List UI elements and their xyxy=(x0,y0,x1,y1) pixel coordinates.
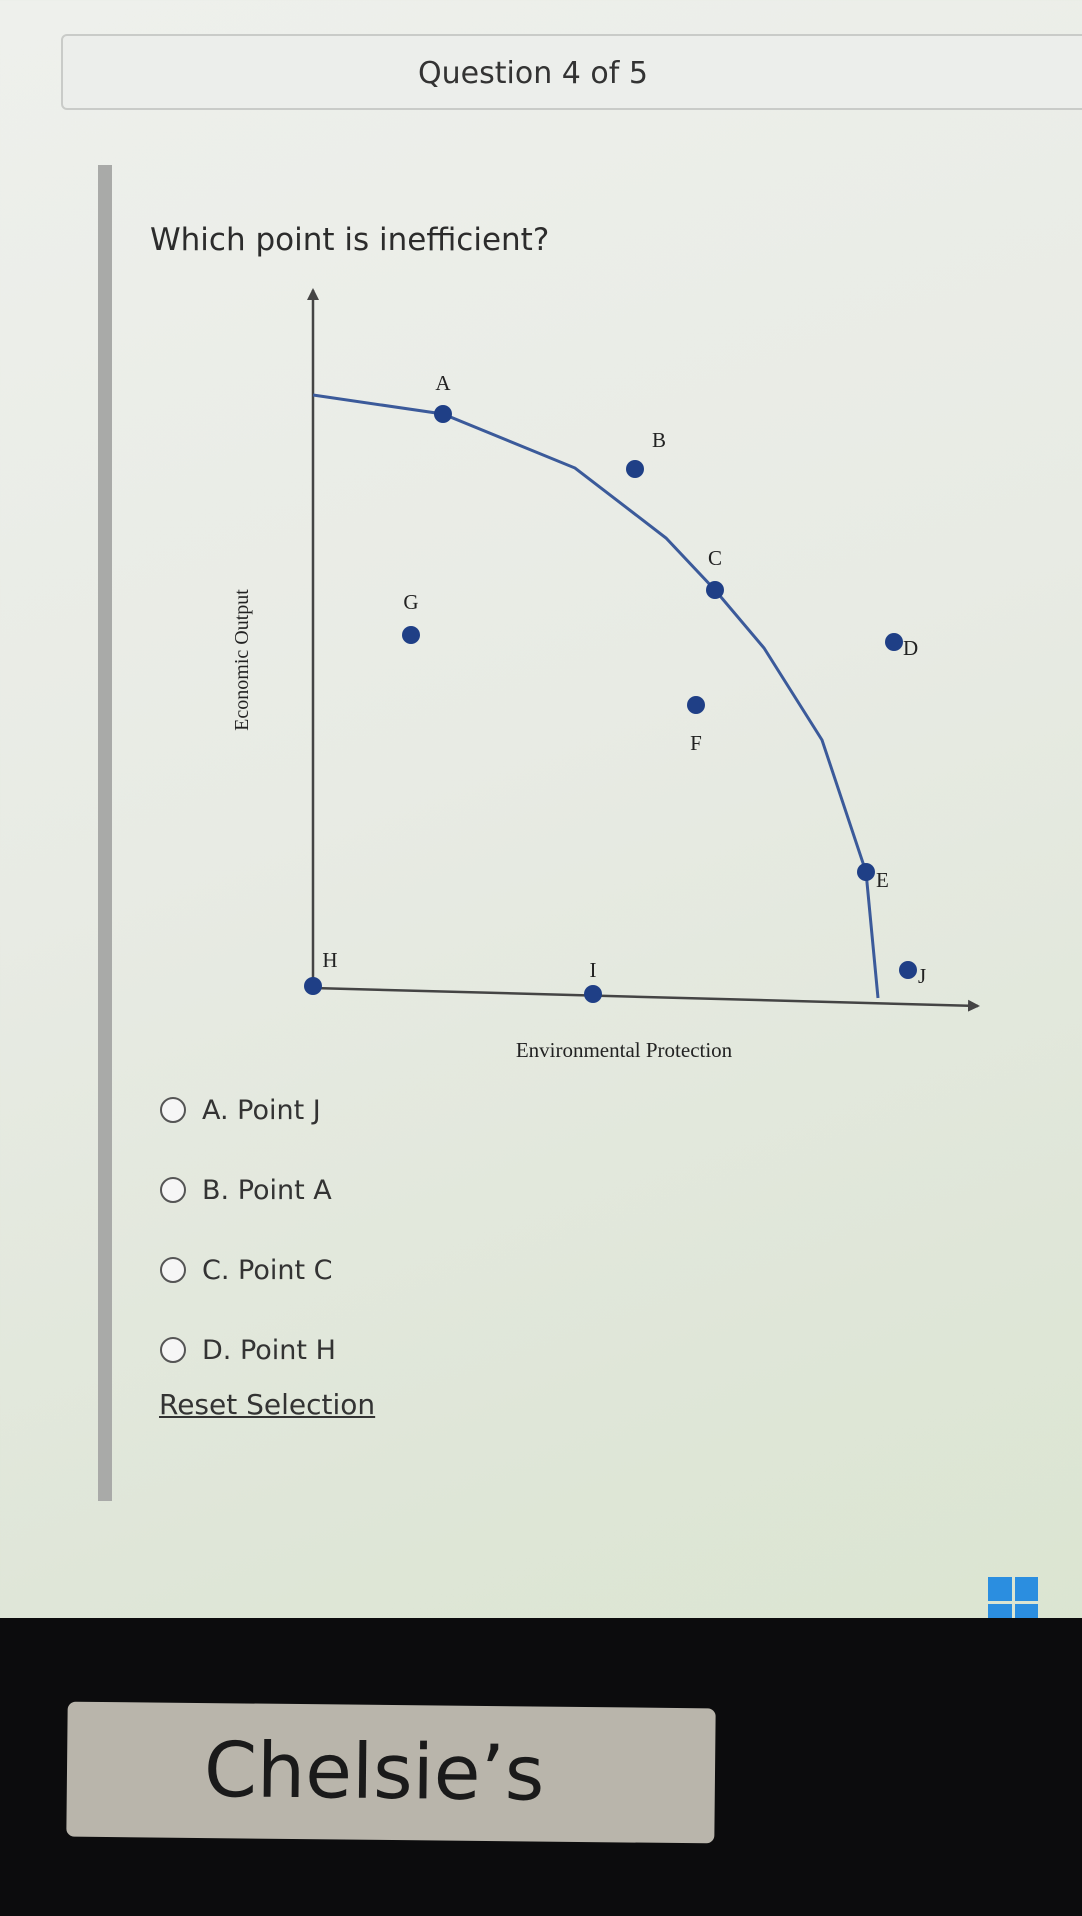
x-axis xyxy=(312,986,980,1012)
header-bar: Question 4 of 5 xyxy=(61,34,1082,110)
point-label: I xyxy=(590,958,597,982)
point-label: G xyxy=(403,590,418,614)
point-dot xyxy=(899,961,917,979)
point-label: H xyxy=(322,948,337,972)
name-sticker: Chelsie’s xyxy=(66,1701,716,1844)
point-dot xyxy=(626,460,644,478)
option-label: A. Point J xyxy=(202,1094,321,1126)
question-text: Which point is inefficient? xyxy=(150,222,550,258)
point-dot xyxy=(304,977,322,995)
point-dot xyxy=(706,581,724,599)
radio-button[interactable] xyxy=(160,1097,186,1123)
sidebar xyxy=(98,165,112,1501)
point-label: J xyxy=(918,964,926,988)
answer-option[interactable]: B. Point A xyxy=(160,1150,336,1230)
radio-button[interactable] xyxy=(160,1257,186,1283)
answer-option[interactable]: C. Point C xyxy=(160,1230,336,1310)
point-label: E xyxy=(876,868,889,892)
point-dot xyxy=(687,696,705,714)
radio-button[interactable] xyxy=(160,1337,186,1363)
point-label: F xyxy=(690,731,702,755)
ppf-diagram: Economic Output Environmental Protection… xyxy=(231,288,980,1062)
point-label: D xyxy=(903,636,918,660)
point-dot xyxy=(434,405,452,423)
option-label: C. Point C xyxy=(202,1254,333,1286)
option-label: D. Point H xyxy=(202,1334,336,1366)
ppf-curve xyxy=(312,393,880,999)
answer-option[interactable]: D. Point H xyxy=(160,1310,336,1390)
question-counter: Question 4 of 5 xyxy=(418,56,648,91)
reset-link[interactable]: Reset Selection xyxy=(159,1388,376,1421)
x-axis-label: Environmental Protection xyxy=(516,1038,733,1062)
point-label: A xyxy=(435,371,451,395)
answer-option[interactable]: A. Point J xyxy=(160,1070,336,1150)
y-axis-label: Economic Output xyxy=(231,589,253,731)
option-label: B. Point A xyxy=(202,1174,332,1206)
radio-button[interactable] xyxy=(160,1177,186,1203)
point-dot xyxy=(584,985,602,1003)
point-dot xyxy=(885,633,903,651)
point-dot xyxy=(857,863,875,881)
point-dot xyxy=(402,626,420,644)
point-label: B xyxy=(652,428,666,452)
point-label: C xyxy=(708,546,722,570)
answer-options: A. Point J B. Point A C. Point C D. Point H xyxy=(160,1070,336,1390)
sticker-text: Chelsie’s xyxy=(203,1725,545,1818)
